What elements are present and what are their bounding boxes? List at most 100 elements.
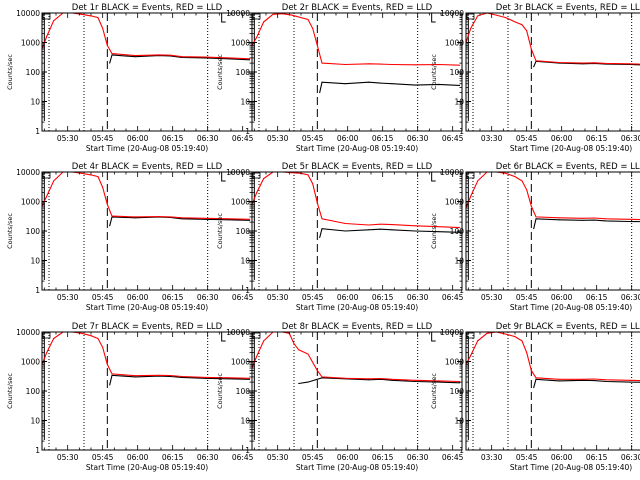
y-tick-label: 1000 (231, 358, 250, 367)
y-tick-label: 10 (30, 257, 40, 266)
y-tick-label: 1 (459, 286, 464, 295)
panel-title: Det 6r BLACK = Events, RED = LLD (496, 162, 640, 172)
y-axis-label: Counts/sec (216, 213, 224, 249)
series-line-events (298, 377, 460, 385)
series-line-lld (41, 171, 250, 220)
x-tick-label: 06:00 (127, 134, 149, 143)
data-point (514, 21, 516, 23)
data-point (97, 17, 99, 19)
data-point (514, 336, 516, 338)
data-point (307, 353, 309, 355)
data-point (477, 180, 479, 182)
x-tick-label: 06:30 (621, 293, 640, 302)
data-point (582, 219, 584, 221)
data-point (379, 82, 381, 84)
x-tick-label: 06:15 (372, 453, 394, 462)
data-point (263, 340, 265, 342)
legend-marker-icon (42, 172, 51, 179)
y-tick-label: 10000 (16, 9, 40, 18)
y-tick-label: 100 (450, 68, 465, 77)
x-tick-label: 05:30 (267, 134, 289, 143)
x-tick-label: 06:00 (337, 293, 359, 302)
data-point (514, 176, 516, 178)
data-point (533, 66, 535, 68)
y-tick-label: 1000 (231, 39, 250, 48)
data-point (535, 60, 537, 62)
y-tick-label: 1 (459, 446, 464, 455)
y-tick-label: 10000 (226, 328, 250, 337)
data-point (379, 63, 381, 65)
y-tick-label: 1000 (445, 39, 464, 48)
data-point (46, 35, 48, 37)
data-point (368, 229, 370, 231)
data-point (535, 377, 537, 379)
data-point (321, 376, 323, 378)
data-point (414, 64, 416, 66)
data-point (459, 227, 461, 229)
y-tick-label: 10000 (440, 328, 464, 337)
data-point (106, 363, 108, 365)
data-point (272, 13, 274, 15)
data-point (459, 382, 461, 384)
data-point (321, 81, 323, 83)
x-tick-label: 06:00 (127, 293, 149, 302)
data-point (321, 62, 323, 64)
data-point (470, 354, 472, 356)
data-point (593, 219, 595, 221)
data-point (312, 27, 314, 29)
y-tick-label: 1 (35, 446, 40, 455)
y-tick-label: 100 (236, 68, 251, 77)
chart-panel-8: Det 8r BLACK = Events, RED = LLD11010010… (216, 322, 464, 472)
data-point (81, 172, 83, 174)
data-point (459, 64, 461, 66)
data-point (344, 222, 346, 224)
data-point (438, 231, 440, 233)
data-point (46, 195, 48, 197)
x-tick-label: 06:15 (162, 293, 184, 302)
x-tick-label: 05:45 (516, 293, 538, 302)
data-point (169, 54, 171, 56)
y-axis-label: Counts/sec (6, 373, 14, 409)
data-point (316, 44, 318, 46)
data-point (486, 332, 488, 334)
y-axis-label: Counts/sec (6, 54, 14, 90)
data-point (344, 230, 346, 232)
flag-marker-icon (221, 172, 226, 182)
data-point (593, 217, 595, 219)
y-tick-label: 100 (26, 68, 41, 77)
series-line-events (319, 228, 460, 238)
x-tick-label: 05:45 (302, 453, 324, 462)
y-tick-label: 100 (26, 227, 41, 236)
x-tick-label: 05:30 (57, 453, 79, 462)
x-tick-label: 06:30 (197, 453, 219, 462)
legend-marker-icon (42, 13, 51, 20)
data-point (582, 378, 584, 380)
data-point (558, 380, 560, 382)
data-point (181, 218, 183, 220)
x-tick-label: 06:45 (232, 453, 254, 462)
data-point (109, 384, 111, 386)
y-axis-label: Counts/sec (430, 373, 438, 409)
data-point (495, 14, 497, 16)
x-tick-label: 06:15 (162, 134, 184, 143)
data-point (228, 218, 230, 220)
y-tick-label: 10 (30, 98, 40, 107)
data-point (111, 215, 113, 217)
series-line-lld (41, 12, 250, 60)
y-axis-label: Counts/sec (430, 213, 438, 249)
data-point (134, 217, 136, 219)
data-point (81, 332, 83, 334)
data-point (477, 15, 479, 17)
data-point (505, 17, 507, 19)
data-point (293, 343, 295, 345)
legend-marker-icon (252, 13, 261, 20)
x-tick-label: 06:00 (551, 453, 573, 462)
data-point (526, 30, 528, 32)
data-point (307, 19, 309, 21)
x-tick-label: 06:45 (442, 134, 464, 143)
data-point (134, 55, 136, 57)
data-point (319, 92, 321, 94)
data-point (391, 83, 393, 85)
data-point (134, 375, 136, 377)
